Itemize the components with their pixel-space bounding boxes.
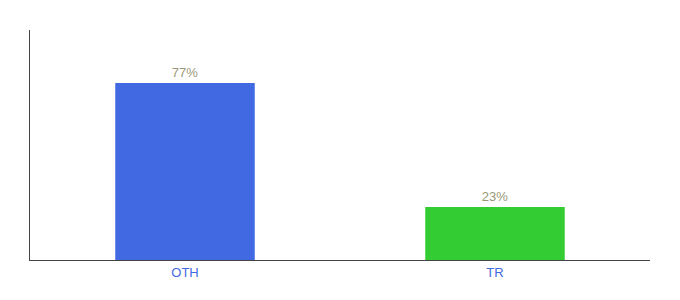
- svg-text:OTH: OTH: [171, 265, 198, 280]
- svg-text:23%: 23%: [482, 189, 508, 204]
- svg-text:TR: TR: [486, 265, 503, 280]
- svg-text:77%: 77%: [172, 65, 198, 80]
